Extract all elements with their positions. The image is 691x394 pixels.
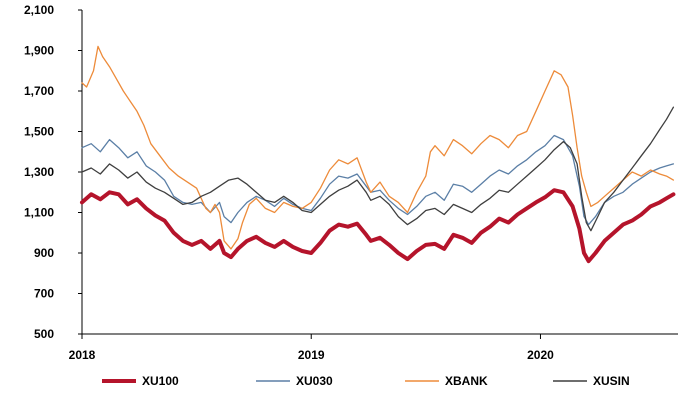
plot-area bbox=[80, 45, 676, 264]
legend-label-xu100: XU100 bbox=[142, 374, 179, 388]
y-tick-label: 700 bbox=[34, 287, 54, 301]
y-axis: 500 700 900 1,100 1,300 1,500 1,700 1,900 2,100 bbox=[24, 3, 83, 341]
y-tick-label: 1,500 bbox=[24, 125, 54, 139]
series-line-xusin bbox=[81, 106, 675, 232]
y-tick-label: 1,100 bbox=[24, 206, 54, 220]
y-tick-label: 900 bbox=[34, 246, 54, 260]
x-tick-label: 2018 bbox=[69, 348, 96, 362]
y-tick-label: 1,300 bbox=[24, 165, 54, 179]
series-line-xbank bbox=[81, 45, 675, 250]
y-tick-label: 1,700 bbox=[24, 84, 54, 98]
x-tick-label: 2019 bbox=[298, 348, 325, 362]
legend-label-xu030: XU030 bbox=[296, 374, 333, 388]
y-tick-label: 1,900 bbox=[24, 44, 54, 58]
legend-label-xbank: XBANK bbox=[445, 374, 488, 388]
y-tick-label: 2,100 bbox=[24, 3, 54, 17]
series-line-xu030 bbox=[81, 134, 675, 226]
legend-label-xusin: XUSIN bbox=[593, 374, 630, 388]
y-tick-label: 500 bbox=[34, 327, 54, 341]
series-line-xu100 bbox=[80, 188, 676, 264]
x-tick-label: 2020 bbox=[527, 348, 554, 362]
x-axis: 2018 2019 2020 bbox=[69, 333, 678, 362]
legend: XU100 XU030 XBANK XUSIN bbox=[102, 374, 630, 388]
